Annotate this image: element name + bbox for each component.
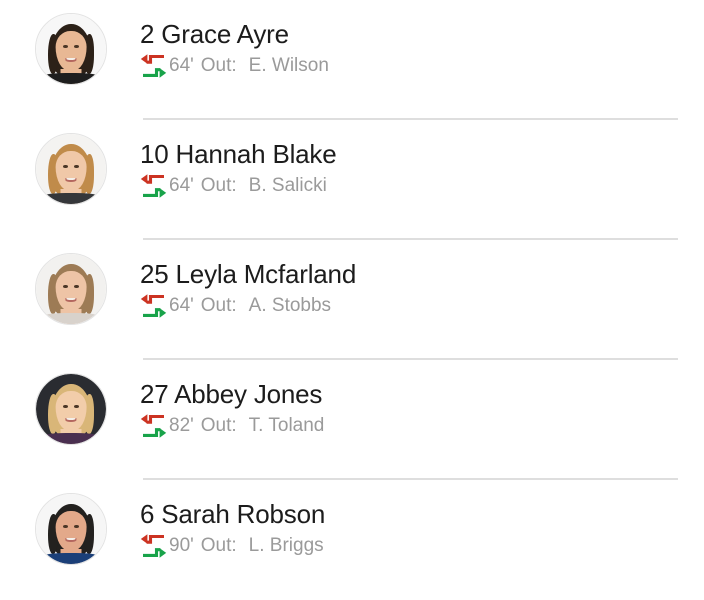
substitution-out-player: T. Toland: [248, 415, 325, 436]
avatar-photo: [36, 14, 106, 84]
row-divider: [143, 118, 678, 120]
substitution-out-label: Out:: [200, 295, 237, 316]
player-avatar-sarah-robson[interactable]: [35, 493, 107, 565]
row-text: 27 Abbey Jones 82' Out: T. Toland: [140, 360, 684, 439]
substitution-row[interactable]: 6 Sarah Robson 90' Out: L. Briggs: [0, 480, 704, 600]
substitution-icon: [140, 294, 167, 318]
substitution-minute: 64': [169, 295, 194, 316]
player-name: 27 Abbey Jones: [140, 379, 323, 409]
player-avatar-abbey-jones[interactable]: [35, 373, 107, 445]
substitution-out-label: Out:: [200, 415, 237, 436]
row-divider: [143, 478, 678, 480]
substitution-row[interactable]: 25 Leyla Mcfarland 64' Out: A. Stobbs: [0, 240, 704, 360]
substitution-out-player: A. Stobbs: [248, 295, 332, 316]
substitution-detail: 64' Out: E. Wilson: [140, 53, 684, 79]
avatar-photo: [36, 494, 106, 564]
substitution-minute: 64': [169, 175, 194, 196]
row-text: 2 Grace Ayre 64' Out: E. Wilson: [140, 0, 684, 79]
substitution-out-player: E. Wilson: [248, 55, 329, 76]
substitution-minute: 82': [169, 415, 194, 436]
avatar-photo: [36, 254, 106, 324]
player-avatar-hannah-blake[interactable]: [35, 133, 107, 205]
substitution-detail: 64' Out: B. Salicki: [140, 173, 684, 199]
substitution-out-player: B. Salicki: [248, 175, 327, 196]
substitution-detail: 64' Out: A. Stobbs: [140, 293, 684, 319]
substitution-row[interactable]: 2 Grace Ayre 64' Out: E. Wilson: [0, 0, 704, 120]
avatar-photo: [36, 374, 106, 444]
substitution-icon: [140, 414, 167, 438]
row-text: 10 Hannah Blake 64' Out: B. Salicki: [140, 120, 684, 199]
substitution-out-label: Out:: [200, 175, 237, 196]
substitution-minute: 64': [169, 55, 194, 76]
substitution-row[interactable]: 27 Abbey Jones 82' Out: T. Toland: [0, 360, 704, 480]
row-divider: [143, 358, 678, 360]
row-divider: [143, 238, 678, 240]
substitution-out-label: Out:: [200, 55, 237, 76]
substitution-icon: [140, 174, 167, 198]
substitution-icon: [140, 534, 167, 558]
substitution-minute: 90': [169, 535, 194, 556]
substitution-detail: 90' Out: L. Briggs: [140, 533, 684, 559]
player-avatar-leyla-mcfarland[interactable]: [35, 253, 107, 325]
player-name: 25 Leyla Mcfarland: [140, 259, 357, 289]
substitution-out-label: Out:: [200, 535, 237, 556]
substitution-detail: 82' Out: T. Toland: [140, 413, 684, 439]
player-avatar-grace-ayre[interactable]: [35, 13, 107, 85]
player-name: 10 Hannah Blake: [140, 139, 337, 169]
substitution-row[interactable]: 10 Hannah Blake 64' Out: B. Salicki: [0, 120, 704, 240]
row-text: 6 Sarah Robson 90' Out: L. Briggs: [140, 480, 684, 559]
substitution-out-player: L. Briggs: [248, 535, 324, 556]
row-text: 25 Leyla Mcfarland 64' Out: A. Stobbs: [140, 240, 684, 319]
substitution-icon: [140, 54, 167, 78]
player-name: 2 Grace Ayre: [140, 19, 289, 49]
player-name: 6 Sarah Robson: [140, 499, 326, 529]
avatar-photo: [36, 134, 106, 204]
